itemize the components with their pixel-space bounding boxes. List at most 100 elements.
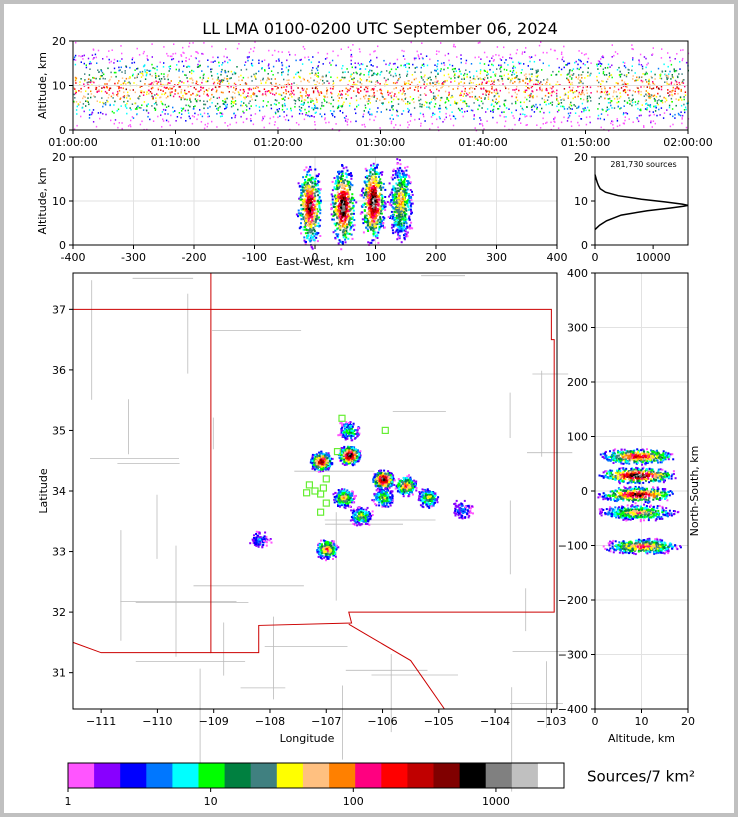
source-mark	[437, 126, 439, 129]
source-mark	[268, 122, 271, 125]
source-mark	[291, 83, 293, 85]
source-mark	[331, 128, 334, 130]
source-mark	[119, 60, 121, 62]
source-mark	[602, 56, 605, 59]
source-mark	[648, 80, 650, 82]
source-mark	[145, 73, 148, 76]
source-mark	[96, 91, 98, 93]
source-mark	[684, 106, 687, 109]
source-mark	[248, 51, 251, 54]
source-mark	[585, 109, 587, 112]
source-mark	[390, 204, 393, 207]
source-mark	[317, 187, 320, 190]
source-mark	[617, 82, 619, 85]
source-mark	[154, 72, 157, 75]
source-mark	[94, 53, 97, 56]
source-mark	[556, 97, 558, 100]
source-mark	[413, 89, 416, 91]
source-mark	[494, 73, 496, 76]
source-mark	[437, 73, 439, 75]
source-mark	[671, 91, 673, 94]
source-mark	[114, 100, 116, 103]
source-mark	[300, 212, 302, 215]
source-mark	[345, 230, 348, 233]
source-mark	[244, 64, 246, 66]
source-mark	[458, 75, 460, 78]
source-mark	[342, 186, 345, 189]
source-mark	[344, 241, 347, 244]
source-mark	[303, 48, 306, 50]
source-mark	[663, 112, 666, 114]
source-mark	[192, 108, 195, 110]
source-mark	[574, 91, 576, 93]
source-mark	[75, 77, 78, 80]
source-mark	[457, 76, 459, 78]
source-mark	[300, 198, 303, 201]
source-mark	[312, 100, 314, 102]
source-mark	[88, 103, 90, 106]
source-mark	[525, 89, 528, 92]
source-mark	[369, 102, 371, 104]
source-mark	[471, 91, 473, 93]
source-mark	[444, 90, 447, 93]
source-mark	[310, 246, 313, 249]
source-mark	[184, 92, 186, 94]
source-mark	[170, 87, 172, 90]
source-mark	[685, 61, 688, 64]
source-mark	[244, 82, 247, 85]
source-mark	[667, 92, 669, 94]
source-mark	[366, 79, 368, 81]
source-mark	[286, 114, 288, 117]
source-mark	[136, 47, 138, 50]
source-mark	[186, 92, 188, 95]
source-mark	[273, 85, 276, 87]
source-mark	[347, 213, 349, 216]
source-mark	[582, 62, 585, 65]
source-mark	[681, 114, 684, 117]
source-mark	[100, 111, 102, 114]
source-mark	[673, 68, 675, 70]
source-mark	[406, 165, 409, 168]
source-mark	[87, 78, 90, 80]
source-mark	[180, 116, 182, 119]
source-mark	[369, 108, 371, 110]
source-mark	[423, 75, 425, 78]
source-mark	[380, 201, 383, 204]
source-mark	[323, 82, 325, 84]
source-mark	[585, 86, 587, 88]
source-mark	[200, 89, 202, 91]
source-mark	[680, 90, 682, 92]
source-mark	[340, 207, 343, 210]
source-mark	[377, 182, 379, 184]
source-mark	[259, 109, 261, 112]
source-mark	[262, 100, 265, 102]
source-mark	[638, 63, 640, 66]
source-mark	[629, 89, 631, 92]
source-mark	[442, 121, 444, 123]
source-mark	[135, 77, 137, 79]
source-mark	[617, 105, 619, 108]
source-mark	[512, 67, 514, 69]
source-mark	[676, 53, 678, 55]
source-mark	[380, 222, 382, 225]
source-mark	[481, 81, 483, 84]
chart-title: LL LMA 0100-0200 UTC September 06, 2024	[202, 19, 558, 38]
source-mark	[563, 60, 565, 63]
source-mark	[306, 204, 309, 207]
source-mark	[473, 118, 475, 120]
source-mark	[182, 70, 184, 73]
source-mark	[90, 80, 92, 82]
source-mark	[310, 101, 312, 103]
source-mark	[391, 105, 393, 107]
source-mark	[395, 190, 398, 193]
source-mark	[504, 120, 507, 123]
source-mark	[374, 188, 377, 191]
source-mark	[550, 74, 553, 76]
source-mark	[335, 222, 338, 225]
source-mark	[396, 167, 399, 170]
source-mark	[522, 80, 524, 82]
source-mark	[351, 73, 353, 75]
source-mark	[134, 69, 136, 71]
source-mark	[108, 61, 111, 64]
source-mark	[122, 96, 125, 98]
